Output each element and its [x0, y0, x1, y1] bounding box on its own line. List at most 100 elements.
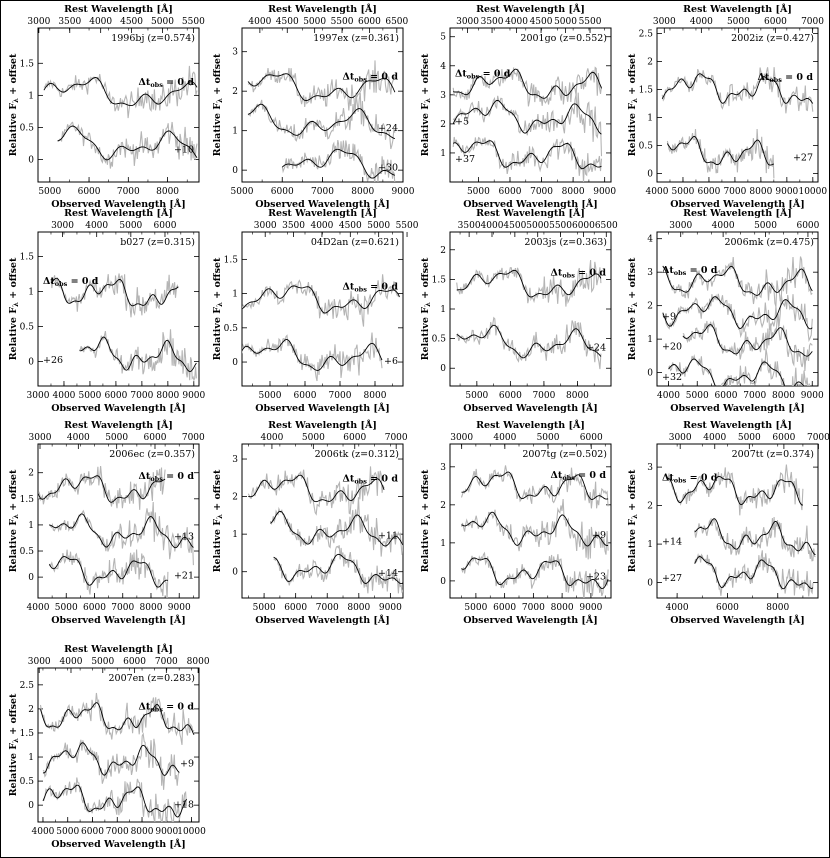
- x-tick-label: 7000: [117, 187, 140, 197]
- epoch-label: +21: [174, 571, 194, 582]
- spectrum-raw: [43, 65, 198, 119]
- x-tick-label: 7000: [743, 391, 766, 401]
- epoch-label: Δtobs = 0 d: [343, 473, 399, 485]
- spectrum-raw: [682, 317, 813, 372]
- epoch-label: +20: [662, 341, 682, 352]
- spectrum-raw: [42, 732, 180, 790]
- spectrum-raw: [79, 329, 197, 382]
- x-tick-label: 8000: [351, 187, 374, 197]
- top-tick-label: 7000: [807, 433, 830, 443]
- top-axis-label: Rest Wavelength [Å]: [683, 207, 792, 219]
- spectrum-raw: [694, 550, 814, 597]
- x-tick-label: 3000: [27, 391, 50, 401]
- x-tick-label: 6000: [78, 187, 101, 197]
- sn-name: 1996bj (z=0.574): [111, 33, 195, 44]
- spectrum-raw: [247, 93, 396, 150]
- x-tick-label: 4000: [32, 827, 55, 837]
- spectrum-raw: [452, 92, 603, 157]
- sn-name: 2007tg (z=0.502): [522, 449, 607, 460]
- top-axis-label: Rest Wavelength [Å]: [64, 419, 173, 431]
- epoch-label: Δtobs = 0 d: [139, 77, 195, 89]
- top-tick-label: 5500: [331, 17, 354, 27]
- epoch-label: +9: [662, 311, 676, 322]
- x-tick-label: 9000: [579, 603, 602, 613]
- y-tick-label: 3: [647, 268, 653, 278]
- top-tick-label: 6000: [144, 433, 167, 443]
- x-tick-label: 5000: [259, 391, 282, 401]
- panel-2006ec: 4000 5000 6000 7000 8000 9000 3000 4000 5000 6000…: [8, 419, 205, 626]
- x-tick-label: 6000: [493, 603, 516, 613]
- x-tick-label: 6000: [499, 187, 522, 197]
- spectrum-smoothed: [42, 784, 187, 818]
- spectrum-smoothed: [452, 99, 602, 135]
- x-tick-label: 4000: [27, 603, 50, 613]
- x-tick-label: 6000: [83, 603, 106, 613]
- top-tick-label: 4500: [339, 221, 362, 231]
- x-tick-label: 8000: [156, 391, 179, 401]
- epoch-label: Δtobs = 0 d: [455, 68, 511, 80]
- panel-04d2an: 5000 6000 7000 8000 3000 3500 4000 4500 5000 5500…: [212, 207, 419, 414]
- panel-frame: [449, 27, 612, 183]
- panel-frame: [656, 231, 819, 387]
- spectrum-smoothed: [661, 73, 814, 104]
- x-tick-label: 5000: [467, 187, 490, 197]
- y-tick-label: 1.5: [20, 729, 35, 739]
- epoch-label: +23: [586, 572, 606, 583]
- spectrum-raw: [452, 136, 603, 182]
- y-tick-label: 5: [440, 33, 446, 43]
- spectrum-smoothed: [49, 513, 194, 549]
- x-tick-label: 8000: [551, 603, 574, 613]
- top-tick-label: 5000: [91, 657, 114, 667]
- y-tick-label: 2: [440, 246, 446, 256]
- y-tick-label: 2: [28, 705, 34, 715]
- top-tick-label: 5000: [105, 433, 128, 443]
- epoch-label: +32: [662, 372, 682, 383]
- top-tick-label: 5000: [302, 433, 325, 443]
- y-axis-label: Relative Fλ + offset: [627, 257, 639, 360]
- top-tick-label: 5000: [303, 17, 326, 27]
- y-tick-label: 1.5: [432, 275, 447, 285]
- x-tick-label: 5000: [56, 827, 79, 837]
- x-tick-label: 4000: [53, 391, 76, 401]
- top-tick-label: 4000: [703, 433, 726, 443]
- top-tick-label: 5500: [549, 221, 572, 231]
- x-tick-label: 7000: [329, 391, 352, 401]
- spectrum-raw: [247, 466, 385, 516]
- spectrum-raw: [460, 498, 609, 560]
- sn-name: b027 (z=0.315): [120, 237, 195, 248]
- panel-2006mk: 4000 5000 6000 7000 8000 9000 3000 4000 5000 6000…: [627, 207, 824, 414]
- top-tick-label: 6000: [154, 221, 177, 231]
- epoch-label: +18: [174, 800, 194, 811]
- x-tick-label: 8000: [566, 391, 589, 401]
- y-tick-label: 2: [28, 469, 34, 479]
- top-axis-label: Rest Wavelength [Å]: [683, 3, 792, 15]
- top-tick-label: 6500: [595, 221, 618, 231]
- y-axis-label: Relative Fλ + offset: [8, 693, 20, 796]
- top-tick-label: 4000: [248, 17, 271, 27]
- y-tick-label: 0.5: [20, 123, 35, 133]
- top-tick-label: 5500: [579, 17, 602, 27]
- panel-frame: [656, 27, 819, 183]
- top-axis-label: Rest Wavelength [Å]: [683, 419, 792, 431]
- spectrum-smoothed: [282, 148, 396, 179]
- panel-frame: [37, 231, 200, 387]
- spectrum-smoothed: [694, 556, 814, 590]
- x-tick-label: 8000: [364, 391, 387, 401]
- spectrum-raw: [281, 139, 396, 182]
- spectrum-smoothed: [270, 510, 403, 547]
- top-tick-label: 3000: [456, 17, 479, 27]
- top-tick-label: 4000: [260, 433, 283, 443]
- top-tick-label: 5000: [727, 17, 750, 27]
- y-axis-label: Relative Fλ + offset: [420, 469, 432, 572]
- panel-2007tg: 5000 6000 7000 8000 9000 3000 4000 5000 6000 0 1 2 3…: [420, 419, 612, 626]
- spectrum-smoothed: [43, 77, 198, 107]
- top-axis-label: Rest Wavelength [Å]: [268, 207, 377, 219]
- x-tick-label: 8000: [749, 187, 772, 197]
- x-tick-label: 8000: [562, 187, 585, 197]
- y-tick-label: 2: [232, 87, 238, 97]
- sn-name: 2006mk (z=0.475): [724, 237, 814, 248]
- y-tick-label: 4: [440, 62, 446, 72]
- top-tick-label: 5000: [119, 221, 142, 231]
